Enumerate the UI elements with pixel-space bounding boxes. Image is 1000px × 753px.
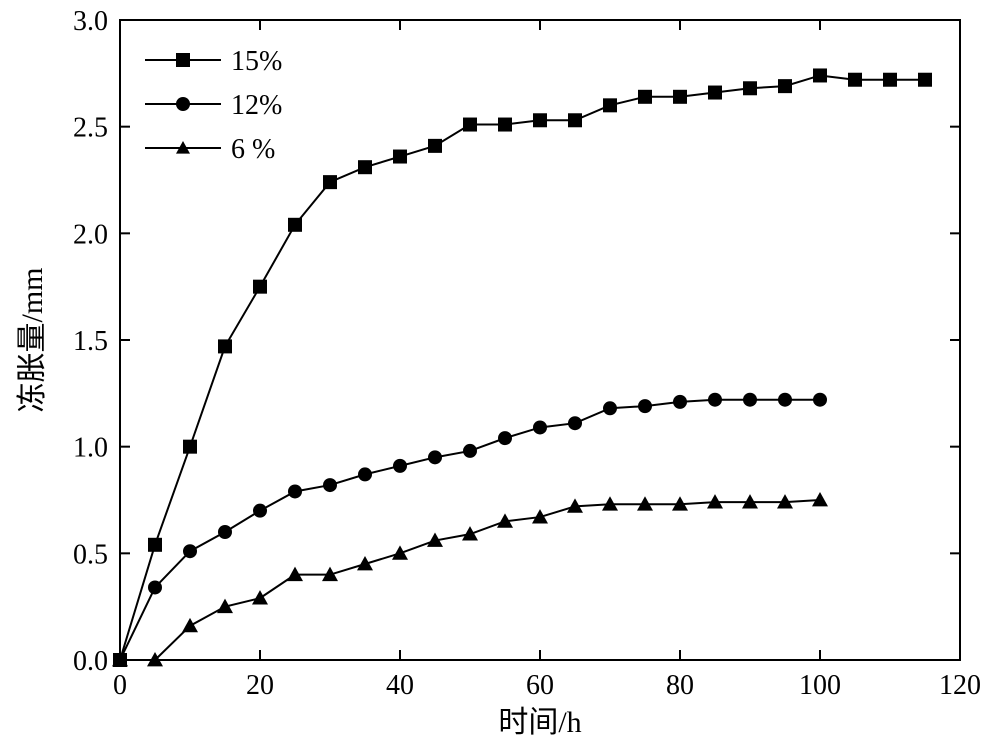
marker-circle — [568, 416, 582, 430]
marker-square — [323, 175, 337, 189]
chart-svg: 0 20 40 60 80 100 120 时间/h 0.0 0.5 1.0 1.5 2.0 2.5 3.0… — [0, 0, 1000, 753]
y-tick-label: 0.5 — [73, 539, 108, 570]
marker-square — [603, 98, 617, 112]
marker-square — [288, 218, 302, 232]
marker-circle — [148, 580, 162, 594]
marker-circle — [673, 395, 687, 409]
marker-square — [176, 53, 190, 67]
marker-circle — [323, 478, 337, 492]
x-tick-label: 20 — [246, 670, 274, 701]
marker-circle — [533, 420, 547, 434]
marker-circle — [253, 504, 267, 518]
y-tick-label: 2.0 — [73, 219, 108, 250]
marker-circle — [708, 393, 722, 407]
legend: 15% 12% 6 % — [145, 46, 282, 165]
marker-square — [218, 339, 232, 353]
series-line — [120, 500, 820, 660]
marker-square — [638, 90, 652, 104]
x-tick-label: 0 — [113, 670, 127, 701]
marker-circle — [498, 431, 512, 445]
marker-square — [708, 86, 722, 100]
marker-triangle — [252, 590, 268, 604]
marker-square — [673, 90, 687, 104]
x-tick-label: 40 — [386, 670, 414, 701]
marker-triangle — [392, 545, 408, 559]
series-s6 — [112, 492, 828, 666]
marker-circle — [393, 459, 407, 473]
marker-circle — [218, 525, 232, 539]
y-tick-label: 0.0 — [73, 646, 108, 677]
marker-square — [498, 118, 512, 132]
marker-circle — [183, 544, 197, 558]
marker-square — [743, 81, 757, 95]
marker-circle — [358, 467, 372, 481]
marker-square — [183, 440, 197, 454]
marker-circle — [428, 450, 442, 464]
marker-square — [568, 113, 582, 127]
marker-square — [428, 139, 442, 153]
marker-triangle — [182, 618, 198, 632]
marker-square — [918, 73, 932, 87]
x-axis-label: 时间/h — [498, 706, 581, 739]
x-tick-label: 80 — [666, 670, 694, 701]
marker-triangle — [462, 526, 478, 540]
legend-label: 15% — [231, 46, 282, 77]
x-tick-label: 60 — [526, 670, 554, 701]
marker-square — [253, 280, 267, 294]
x-tick-label: 120 — [939, 670, 981, 701]
marker-circle — [176, 97, 190, 111]
marker-square — [848, 73, 862, 87]
marker-circle — [638, 399, 652, 413]
marker-square — [813, 68, 827, 82]
marker-square — [533, 113, 547, 127]
marker-circle — [603, 401, 617, 415]
y-tick-label: 2.5 — [73, 113, 108, 144]
marker-triangle — [812, 492, 828, 506]
y-tick-label: 1.5 — [73, 326, 108, 357]
legend-label: 6 % — [231, 134, 275, 165]
marker-circle — [813, 393, 827, 407]
y-tick-label: 1.0 — [73, 433, 108, 464]
marker-square — [393, 150, 407, 164]
marker-square — [778, 79, 792, 93]
marker-square — [358, 160, 372, 174]
marker-circle — [743, 393, 757, 407]
marker-square — [463, 118, 477, 132]
y-tick-label: 3.0 — [73, 6, 108, 37]
marker-circle — [778, 393, 792, 407]
marker-square — [883, 73, 897, 87]
y-axis-label: 冻胀量/mm — [16, 267, 49, 412]
marker-circle — [288, 484, 302, 498]
marker-square — [148, 538, 162, 552]
marker-circle — [463, 444, 477, 458]
chart-container: 0 20 40 60 80 100 120 时间/h 0.0 0.5 1.0 1.5 2.0 2.5 3.0… — [0, 0, 1000, 753]
legend-label: 12% — [231, 90, 282, 121]
x-tick-label: 100 — [799, 670, 841, 701]
